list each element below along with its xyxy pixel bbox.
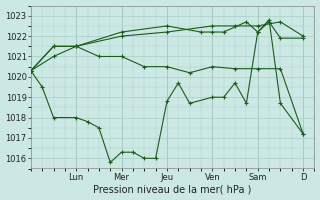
X-axis label: Pression niveau de la mer( hPa ): Pression niveau de la mer( hPa ) <box>93 184 252 194</box>
